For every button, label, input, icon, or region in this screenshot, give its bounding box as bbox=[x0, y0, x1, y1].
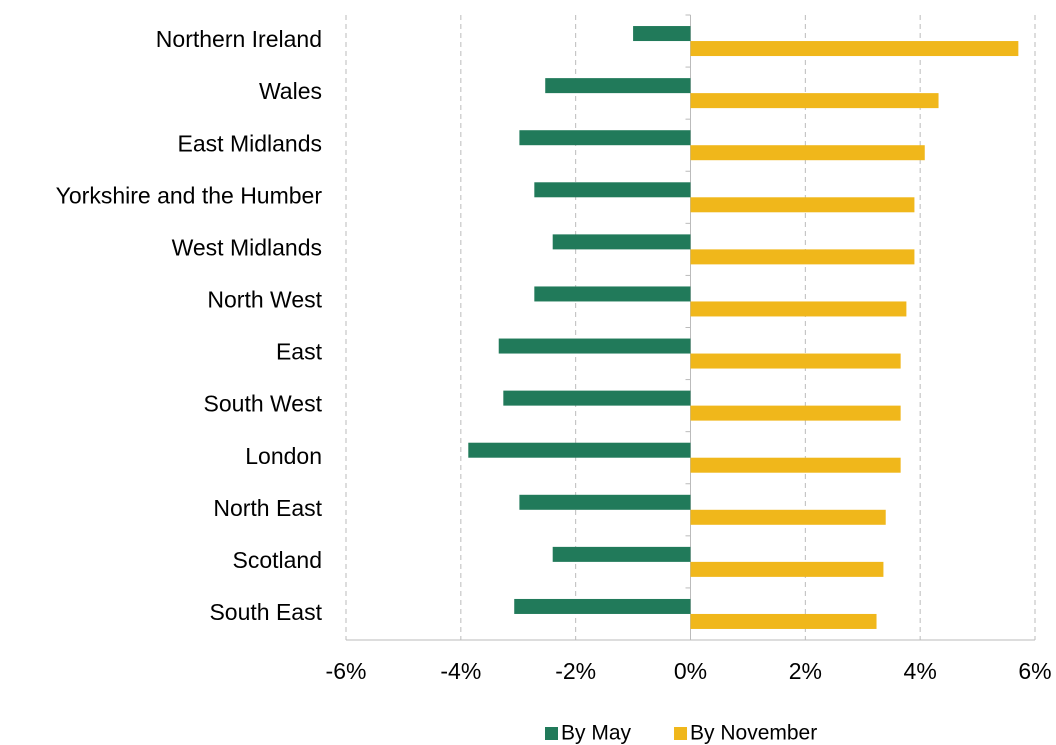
y-tick-label: East bbox=[276, 339, 323, 365]
x-tick-label: 0% bbox=[674, 658, 707, 684]
legend-label: By May bbox=[561, 722, 632, 745]
bar bbox=[690, 613, 877, 629]
y-tick-label: Northern Ireland bbox=[156, 26, 322, 52]
legend-swatch bbox=[545, 727, 558, 740]
y-tick-label: North East bbox=[213, 495, 322, 521]
y-tick-label: North West bbox=[207, 287, 322, 313]
bar bbox=[690, 561, 884, 577]
y-tick-label: West Midlands bbox=[172, 234, 322, 260]
x-tick-label: 2% bbox=[789, 658, 822, 684]
x-tick-label: 6% bbox=[1018, 658, 1051, 684]
bar bbox=[690, 197, 915, 213]
bar bbox=[498, 338, 691, 354]
bar bbox=[690, 145, 925, 161]
legend-swatch bbox=[674, 727, 688, 740]
bar bbox=[633, 26, 691, 42]
bar bbox=[534, 286, 691, 302]
bar bbox=[690, 301, 907, 317]
bar bbox=[503, 390, 691, 406]
bar bbox=[690, 509, 886, 525]
bar bbox=[690, 405, 901, 421]
y-tick-label: Yorkshire and the Humber bbox=[56, 182, 323, 208]
bar bbox=[690, 93, 939, 109]
bar bbox=[690, 457, 901, 473]
legend-label: By November bbox=[690, 722, 817, 745]
bar bbox=[690, 41, 1019, 57]
bar bbox=[552, 546, 691, 562]
bar bbox=[534, 182, 691, 198]
x-tick-label: -6% bbox=[326, 658, 367, 684]
y-tick-label: Scotland bbox=[232, 547, 322, 573]
bar bbox=[514, 598, 691, 614]
x-tick-label: -2% bbox=[555, 658, 596, 684]
bar bbox=[468, 442, 691, 458]
y-tick-label: South West bbox=[204, 391, 323, 417]
x-tick-label: 4% bbox=[904, 658, 937, 684]
bar bbox=[690, 353, 901, 369]
bar bbox=[690, 249, 915, 265]
bar bbox=[545, 78, 691, 94]
bar bbox=[519, 130, 691, 146]
y-tick-label: London bbox=[245, 443, 322, 469]
bar bbox=[552, 234, 691, 250]
y-tick-label: Wales bbox=[259, 78, 322, 104]
x-tick-label: -4% bbox=[440, 658, 481, 684]
y-tick-label: South East bbox=[209, 599, 322, 625]
y-tick-label: East Midlands bbox=[178, 130, 322, 156]
bar bbox=[519, 494, 691, 510]
